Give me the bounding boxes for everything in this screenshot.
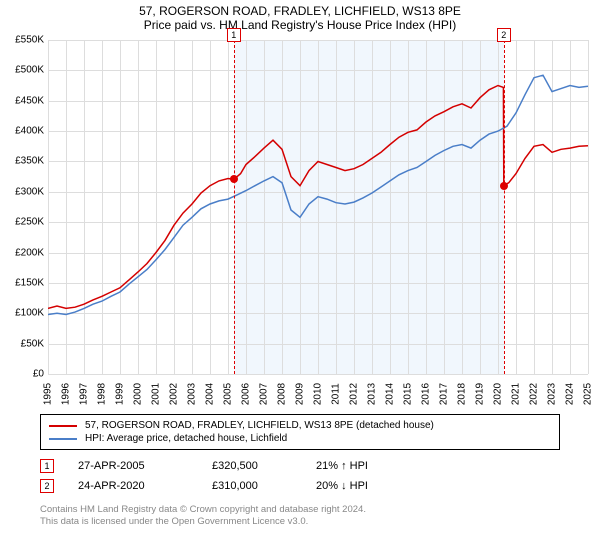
series-hpi: [48, 75, 588, 314]
x-tick-label: 2016: [421, 383, 432, 405]
x-axis: 1995199619971998199920002001200220032004…: [48, 376, 588, 406]
x-tick-label: 2017: [439, 383, 450, 405]
x-tick-label: 2014: [385, 383, 396, 405]
x-tick-label: 2012: [349, 383, 360, 405]
x-tick-label: 2002: [169, 383, 180, 405]
y-axis: £0£50K£100K£150K£200K£250K£300K£350K£400…: [0, 40, 46, 374]
y-tick-label: £550K: [15, 35, 44, 46]
gridline-v: [588, 40, 589, 374]
x-tick-label: 2007: [259, 383, 270, 405]
x-tick-label: 2021: [511, 383, 522, 405]
chart-container: 57, ROGERSON ROAD, FRADLEY, LICHFIELD, W…: [0, 0, 600, 410]
y-tick-label: £0: [33, 369, 44, 380]
marker-dot: [500, 182, 508, 190]
x-tick-label: 1995: [43, 383, 54, 405]
legend-label: HPI: Average price, detached house, Lich…: [85, 433, 287, 444]
x-tick-label: 2013: [367, 383, 378, 405]
marker-line: [234, 40, 235, 374]
legend-swatch: [49, 438, 77, 440]
legend-swatch: [49, 425, 77, 427]
sale-price: £310,000: [212, 480, 292, 492]
x-tick-label: 2010: [313, 383, 324, 405]
y-tick-label: £150K: [15, 277, 44, 288]
legend-row: 57, ROGERSON ROAD, FRADLEY, LICHFIELD, W…: [49, 419, 551, 432]
x-tick-label: 1998: [97, 383, 108, 405]
x-tick-label: 2004: [205, 383, 216, 405]
x-tick-label: 2015: [403, 383, 414, 405]
marker-number-box: 1: [227, 28, 241, 42]
y-tick-label: £350K: [15, 156, 44, 167]
sales-table: 1 27-APR-2005 £320,500 21% ↑ HPI 2 24-APR-202…: [40, 456, 560, 496]
x-tick-label: 2022: [529, 383, 540, 405]
x-tick-label: 1996: [61, 383, 72, 405]
y-tick-label: £300K: [15, 186, 44, 197]
y-tick-label: £100K: [15, 308, 44, 319]
y-tick-label: £50K: [21, 338, 44, 349]
footer-line: This data is licensed under the Open Gov…: [40, 516, 560, 528]
sale-row: 2 24-APR-2020 £310,000 20% ↓ HPI: [40, 476, 560, 496]
sale-date: 24-APR-2020: [78, 480, 188, 492]
y-tick-label: £200K: [15, 247, 44, 258]
footer: Contains HM Land Registry data © Crown c…: [40, 504, 560, 529]
x-tick-label: 2024: [565, 383, 576, 405]
sale-date: 27-APR-2005: [78, 460, 188, 472]
x-tick-label: 1999: [115, 383, 126, 405]
gridline-h: [48, 374, 588, 375]
sale-diff: 20% ↓ HPI: [316, 480, 368, 492]
plot-area: 12: [48, 40, 588, 374]
marker-dot: [230, 175, 238, 183]
y-tick-label: £400K: [15, 126, 44, 137]
sale-price: £320,500: [212, 460, 292, 472]
sale-row: 1 27-APR-2005 £320,500 21% ↑ HPI: [40, 456, 560, 476]
x-tick-label: 2011: [331, 383, 342, 405]
footer-line: Contains HM Land Registry data © Crown c…: [40, 504, 560, 516]
sale-diff: 21% ↑ HPI: [316, 460, 368, 472]
x-tick-label: 2000: [133, 383, 144, 405]
x-tick-label: 2001: [151, 383, 162, 405]
x-tick-label: 2003: [187, 383, 198, 405]
chart-title: 57, ROGERSON ROAD, FRADLEY, LICHFIELD, W…: [0, 4, 600, 18]
x-tick-label: 2019: [475, 383, 486, 405]
x-tick-label: 1997: [79, 383, 90, 405]
legend-row: HPI: Average price, detached house, Lich…: [49, 432, 551, 445]
y-tick-label: £450K: [15, 95, 44, 106]
y-tick-label: £500K: [15, 65, 44, 76]
legend-label: 57, ROGERSON ROAD, FRADLEY, LICHFIELD, W…: [85, 420, 434, 431]
x-tick-label: 2006: [241, 383, 252, 405]
x-tick-label: 2020: [493, 383, 504, 405]
sale-number-box: 1: [40, 459, 54, 473]
x-tick-label: 2009: [295, 383, 306, 405]
marker-number-box: 2: [497, 28, 511, 42]
x-tick-label: 2005: [223, 383, 234, 405]
x-tick-label: 2025: [583, 383, 594, 405]
line-svg: [48, 40, 588, 374]
x-tick-label: 2023: [547, 383, 558, 405]
x-tick-label: 2008: [277, 383, 288, 405]
legend: 57, ROGERSON ROAD, FRADLEY, LICHFIELD, W…: [40, 414, 560, 450]
sale-number-box: 2: [40, 479, 54, 493]
marker-line: [504, 40, 505, 374]
y-tick-label: £250K: [15, 217, 44, 228]
x-tick-label: 2018: [457, 383, 468, 405]
